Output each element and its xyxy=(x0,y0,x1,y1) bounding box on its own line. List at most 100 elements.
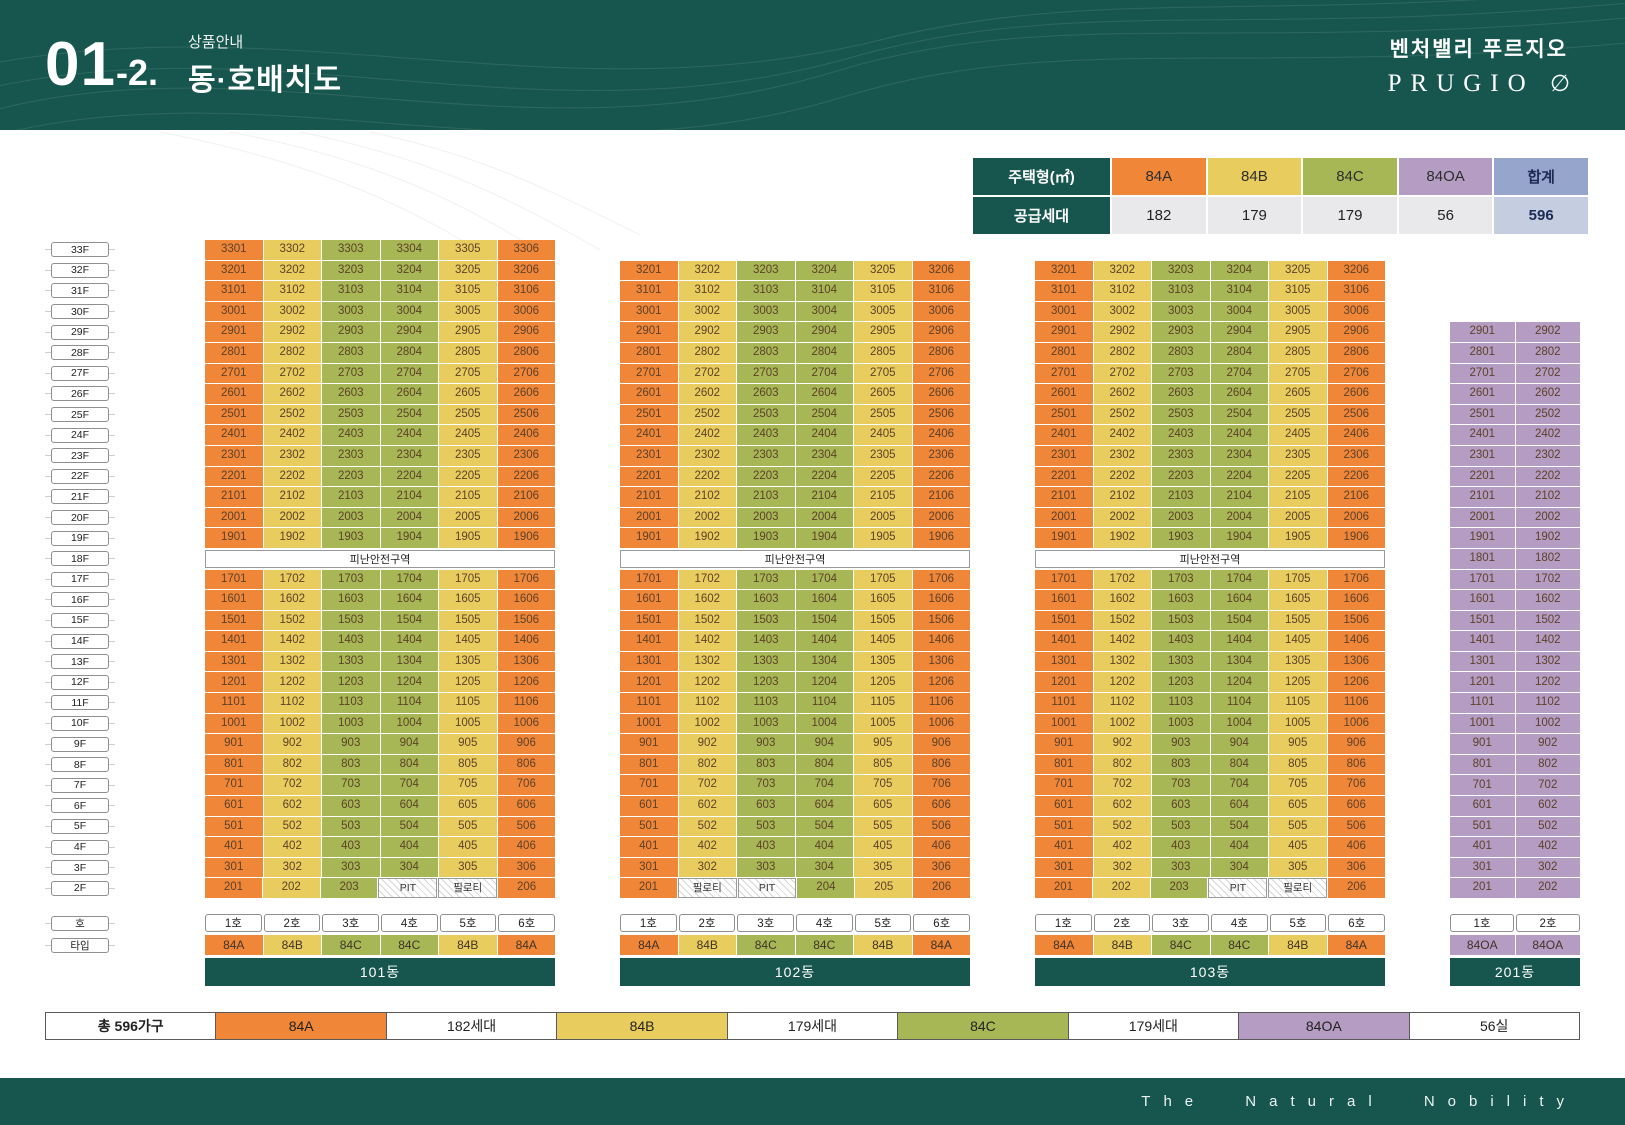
unit-cell: 603 xyxy=(322,796,380,816)
unit-cell: 906 xyxy=(1327,734,1385,754)
unit-cell: 1004 xyxy=(380,713,438,734)
floor-row: 27F xyxy=(45,364,115,384)
unit-cell: 2204 xyxy=(1210,466,1268,487)
unit-cell: 701 xyxy=(620,775,678,796)
footer-band: The Natural Nobility xyxy=(0,1078,1625,1125)
floor-label: 16F xyxy=(51,592,109,608)
unit-cell: 502 xyxy=(263,816,321,837)
floor-units-row: 2101 2102 xyxy=(1450,487,1580,507)
unit-cell: 201 xyxy=(620,878,677,898)
unit-cell: 1701 xyxy=(1450,569,1515,590)
unit-cell: 1203 xyxy=(1152,672,1210,693)
column-header: 3호 xyxy=(322,914,380,932)
page-title: 동·호배치도 xyxy=(187,64,342,97)
unit-cell: 206 xyxy=(913,878,970,898)
unit-cell: 2803 xyxy=(322,342,380,363)
unit-cell: 1602 xyxy=(1093,590,1151,610)
unit-cell: 1706 xyxy=(1327,569,1385,590)
floor-units-row: 3201 3202 3203 3204 3205 3206 xyxy=(1035,260,1385,281)
unit-cell: 3005 xyxy=(1269,301,1327,322)
column-header-row: 1호 2호 3호 4호 5호 6호 xyxy=(1035,914,1386,932)
unit-cell: 1601 xyxy=(205,590,263,610)
floor-units-row: 2501 2502 2503 2504 2505 2506 xyxy=(620,404,970,425)
floor-units-row: 1801 1802 xyxy=(1450,548,1580,569)
unit-cell: 1602 xyxy=(1515,590,1580,610)
floor-units-row: 401 402 xyxy=(1450,837,1580,857)
unit-cell: 202 xyxy=(1515,878,1580,899)
unit-cell: 1404 xyxy=(380,631,438,651)
unit-cell: 1306 xyxy=(497,651,555,672)
unit-cell: 2301 xyxy=(1035,445,1093,466)
building-type-row: 84OA 84OA xyxy=(1450,935,1580,956)
unit-cell: 2102 xyxy=(1515,487,1580,507)
unit-cell: 2106 xyxy=(497,487,555,507)
unit-cell: 3202 xyxy=(263,260,321,281)
unit-cell: 1402 xyxy=(1093,631,1151,651)
unit-cell: 2804 xyxy=(380,342,438,363)
unit-cell: 2604 xyxy=(380,384,438,404)
unit-cell: 403 xyxy=(1152,837,1210,857)
unit-cell: 1303 xyxy=(322,651,380,672)
rail-line xyxy=(109,599,115,601)
floor-units-row: 301 302 303 304 305 306 xyxy=(205,857,555,878)
floor-row: 25F xyxy=(45,405,115,425)
unit-cell: 504 xyxy=(1210,816,1268,837)
unit-cell: 802 xyxy=(263,754,321,775)
type-cell: 84C xyxy=(737,935,795,955)
unit-cell: 1102 xyxy=(678,693,736,713)
floor-units-row: 2701 2702 2703 2704 2705 2706 xyxy=(1035,363,1385,384)
unit-cell: 2905 xyxy=(1269,322,1327,342)
void-cell: PIT xyxy=(737,878,797,898)
unit-cell: 901 xyxy=(1450,734,1515,754)
floor-units-row: 2801 2802 xyxy=(1450,342,1580,363)
unit-cell: 805 xyxy=(854,754,912,775)
unit-cell: 301 xyxy=(620,857,678,878)
rail-line xyxy=(45,661,51,663)
rail-line xyxy=(109,640,115,642)
unit-cell: 1503 xyxy=(1152,610,1210,631)
floor-label: 11F xyxy=(51,695,109,711)
unit-cell: 2906 xyxy=(497,322,555,342)
type-cell: 84B xyxy=(263,935,321,955)
unit-cell: 2703 xyxy=(737,363,795,384)
floor-row: 33F xyxy=(45,240,115,260)
unit-cell: 2205 xyxy=(1269,466,1327,487)
unit-cell: 2406 xyxy=(1327,425,1385,445)
column-header: 6호 xyxy=(1328,914,1386,932)
unit-cell: 1904 xyxy=(795,528,853,548)
unit-cell: 902 xyxy=(1093,734,1151,754)
unit-cell: 901 xyxy=(205,734,263,754)
unit-cell: 2001 xyxy=(1450,507,1515,528)
floor-units-row: 401 402 403 404 405 406 xyxy=(205,837,555,857)
unit-cell: 605 xyxy=(439,796,497,816)
floor-row: 28F xyxy=(45,343,115,363)
rail-line xyxy=(45,887,51,889)
unit-cell: 302 xyxy=(1093,857,1151,878)
floor-label: 19F xyxy=(51,530,109,546)
ho-row: 호 xyxy=(45,914,115,932)
rail-line xyxy=(109,922,115,924)
unit-cell: 1502 xyxy=(678,610,736,631)
floor-row: 17F xyxy=(45,570,115,590)
unit-cell: 1304 xyxy=(380,651,438,672)
unit-cell: 1001 xyxy=(620,713,678,734)
unit-cell: 3303 xyxy=(322,240,380,260)
unit-cell: 1605 xyxy=(854,590,912,610)
unit-cell: 1604 xyxy=(380,590,438,610)
unit-cell: 705 xyxy=(1269,775,1327,796)
brand-block: 벤처밸리 푸르지오 PRUGIO ∅ xyxy=(1388,33,1570,98)
unit-cell: 1901 xyxy=(205,528,263,548)
unit-cell: 3102 xyxy=(678,281,736,301)
unit-cell: 905 xyxy=(854,734,912,754)
rail-line xyxy=(109,743,115,745)
unit-cell: 2502 xyxy=(1515,404,1580,425)
unit-cell: 2201 xyxy=(1450,466,1515,487)
tagline-text: The Natural Nobility xyxy=(1141,1093,1577,1110)
unit-cell: 706 xyxy=(497,775,555,796)
floor-units-row: 2201 2202 2203 2204 2205 2206 xyxy=(205,466,555,487)
unit-cell: 302 xyxy=(1515,857,1580,878)
unit-cell: 702 xyxy=(1515,775,1580,796)
unit-grid: 3201 3202 3203 3204 3205 3206 3101 3102 3103 3104… xyxy=(620,260,970,898)
floor-row: 7F xyxy=(45,775,115,795)
unit-cell: 2802 xyxy=(1093,342,1151,363)
